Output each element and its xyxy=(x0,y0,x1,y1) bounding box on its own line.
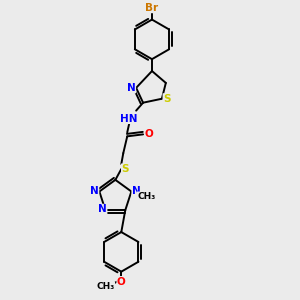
Text: CH₃: CH₃ xyxy=(96,282,115,291)
Text: N: N xyxy=(127,83,136,93)
Text: HN: HN xyxy=(121,113,138,124)
Text: S: S xyxy=(163,94,171,104)
Text: O: O xyxy=(117,277,126,286)
Text: N: N xyxy=(90,187,99,196)
Text: N: N xyxy=(132,187,141,196)
Text: Br: Br xyxy=(146,3,158,13)
Text: CH₃: CH₃ xyxy=(137,192,155,201)
Text: O: O xyxy=(145,129,153,140)
Text: N: N xyxy=(98,204,107,214)
Text: S: S xyxy=(122,164,129,174)
